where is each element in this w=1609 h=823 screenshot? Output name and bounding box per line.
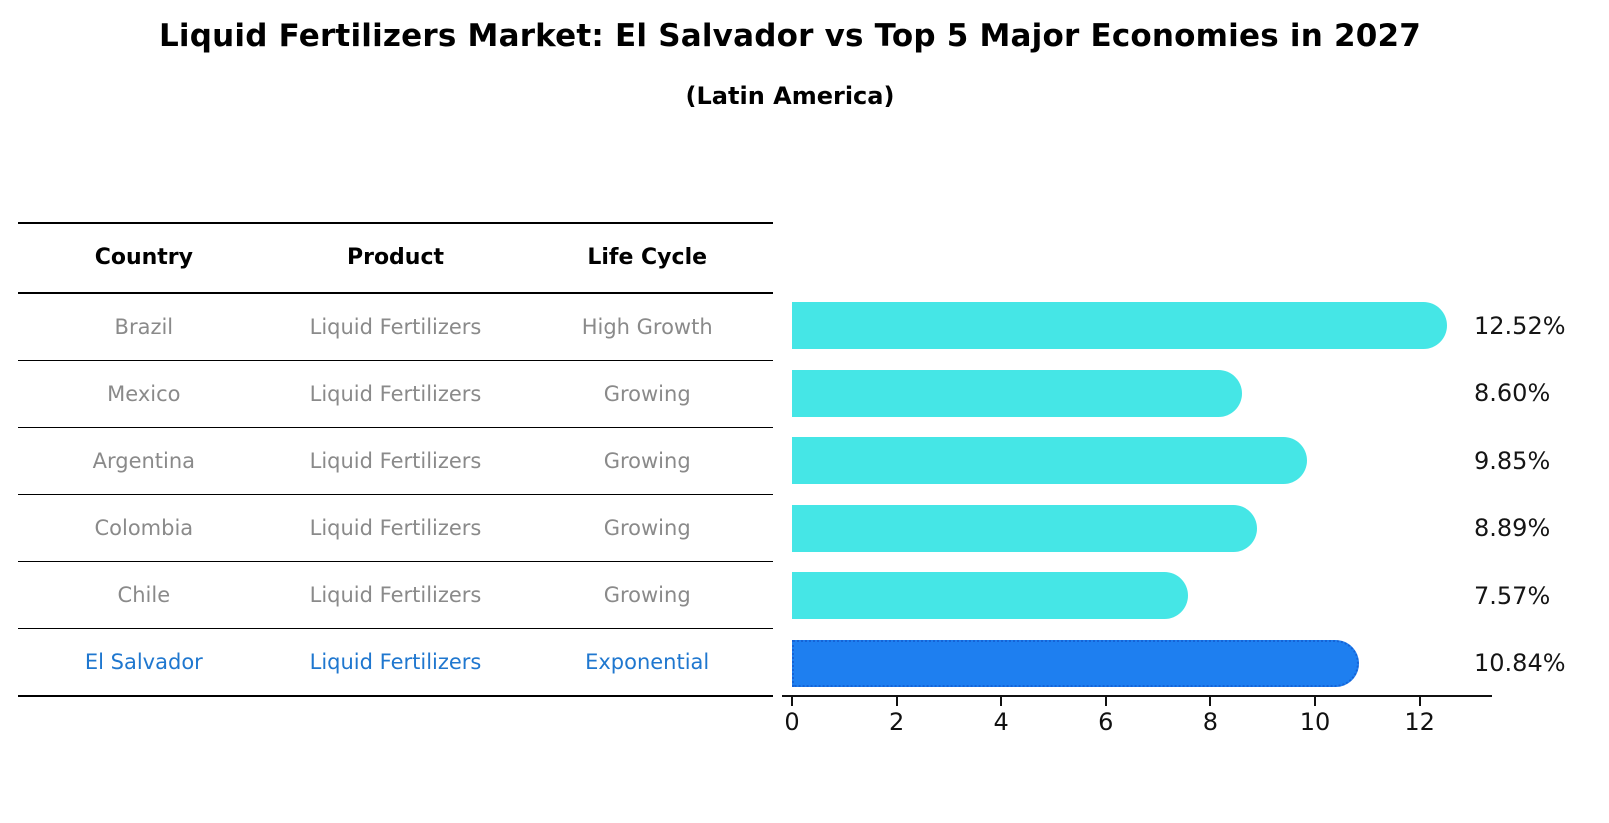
chart-title: Liquid Fertilizers Market: El Salvador v… bbox=[158, 18, 1422, 54]
x-tick-label: 0 bbox=[784, 708, 800, 736]
cell-product: Liquid Fertilizers bbox=[309, 449, 482, 473]
cell-life-cycle: High Growth bbox=[581, 315, 713, 339]
cell-product: Liquid Fertilizers bbox=[309, 516, 482, 540]
bar-value-label: 7.57% bbox=[1474, 581, 1551, 610]
cell-country: El Salvador bbox=[84, 650, 203, 674]
header-product: Product bbox=[346, 245, 445, 270]
bar-chile bbox=[792, 572, 1188, 620]
country-table: Country Product Life Cycle Brazil Liquid … bbox=[18, 222, 773, 697]
bar-value-label: 8.89% bbox=[1474, 514, 1551, 543]
x-tick bbox=[1104, 697, 1107, 706]
cell-life-cycle: Growing bbox=[603, 449, 691, 473]
header-country: Country bbox=[94, 245, 193, 270]
x-tick bbox=[1000, 697, 1003, 706]
cell-life-cycle: Growing bbox=[603, 583, 691, 607]
x-tick-label: 8 bbox=[1202, 708, 1219, 736]
cell-country: Mexico bbox=[107, 382, 181, 406]
table-row-mexico: Mexico Liquid Fertilizers Growing bbox=[18, 361, 773, 428]
x-tick bbox=[791, 697, 793, 706]
cell-country: Colombia bbox=[94, 516, 194, 540]
cell-product: Liquid Fertilizers bbox=[309, 650, 482, 674]
cell-country: Chile bbox=[117, 583, 171, 607]
cell-life-cycle: Growing bbox=[603, 516, 691, 540]
bar-value-label: 10.84% bbox=[1474, 649, 1566, 678]
bar-argentina bbox=[792, 437, 1308, 485]
bar-el-salvador bbox=[792, 639, 1359, 687]
x-tick bbox=[1418, 697, 1421, 706]
x-tick-label: 10 bbox=[1299, 708, 1331, 736]
x-tick-label: 6 bbox=[1098, 708, 1114, 736]
table-row-chile: Chile Liquid Fertilizers Growing bbox=[18, 562, 773, 629]
cell-country: Argentina bbox=[92, 449, 196, 473]
cell-life-cycle: Growing bbox=[603, 382, 691, 406]
cell-life-cycle: Exponential bbox=[585, 650, 710, 674]
x-axis-line bbox=[782, 695, 1492, 697]
bar-value-label: 8.60% bbox=[1474, 379, 1551, 408]
table-row-colombia: Colombia Liquid Fertilizers Growing bbox=[18, 495, 773, 562]
x-tick-label: 12 bbox=[1404, 708, 1435, 736]
x-tick bbox=[895, 697, 898, 706]
bar-value-label: 9.85% bbox=[1474, 446, 1551, 475]
chart-subtitle: (Latin America) bbox=[685, 82, 895, 110]
bar-brazil bbox=[792, 302, 1447, 350]
table-row-argentina: Argentina Liquid Fertilizers Growing bbox=[18, 428, 773, 495]
table-row-el-salvador: El Salvador Liquid Fertilizers Exponential bbox=[18, 629, 773, 697]
x-tick-label: 4 bbox=[993, 708, 1009, 736]
bar-mexico bbox=[792, 369, 1242, 417]
bar-colombia bbox=[792, 504, 1257, 552]
cell-country: Brazil bbox=[114, 315, 174, 339]
bar-value-label: 12.52% bbox=[1474, 311, 1566, 340]
cell-product: Liquid Fertilizers bbox=[309, 382, 482, 406]
table-header-row: Country Product Life Cycle bbox=[18, 224, 773, 294]
cell-product: Liquid Fertilizers bbox=[309, 583, 482, 607]
table-row-brazil: Brazil Liquid Fertilizers High Growth bbox=[18, 294, 773, 361]
header-life-cycle: Life Cycle bbox=[587, 245, 708, 270]
x-tick bbox=[1209, 697, 1212, 706]
cell-product: Liquid Fertilizers bbox=[309, 315, 482, 339]
x-tick-label: 2 bbox=[888, 708, 905, 736]
table-body: Brazil Liquid Fertilizers High Growth Mexic… bbox=[18, 294, 773, 697]
x-tick bbox=[1314, 697, 1316, 706]
